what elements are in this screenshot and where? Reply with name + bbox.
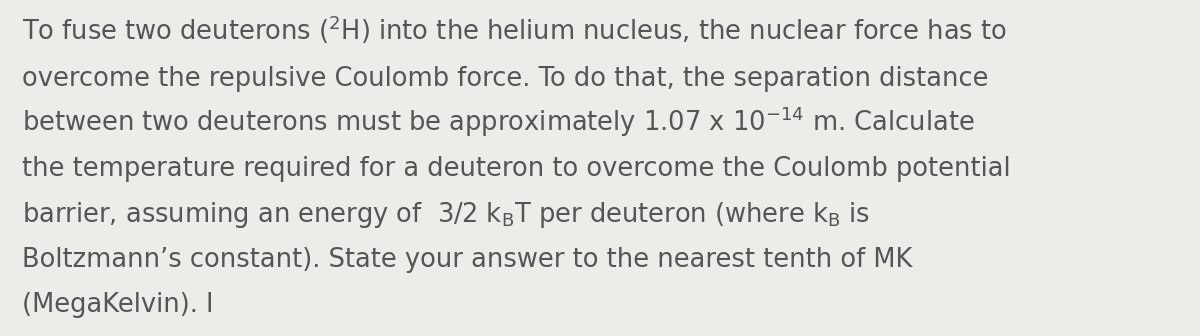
Text: overcome the repulsive Coulomb force. To do that, the separation distance: overcome the repulsive Coulomb force. To… [22,66,988,92]
Text: Boltzmann’s constant). State your answer to the nearest tenth of MK: Boltzmann’s constant). State your answer… [22,247,912,273]
Text: (MegaKelvin). Ⅰ: (MegaKelvin). Ⅰ [22,292,214,319]
Text: To fuse two deuterons ($^{2}$H) into the helium nucleus, the nuclear force has t: To fuse two deuterons ($^{2}$H) into the… [22,14,1007,46]
Text: between two deuterons must be approximately 1.07 x 10$^{-14}$ m. Calculate: between two deuterons must be approximat… [22,104,974,139]
Text: barrier, assuming an energy of  3/2 k$_{\mathrm{B}}$T per deuteron (where k$_{\m: barrier, assuming an energy of 3/2 k$_{\… [22,200,870,230]
Text: the temperature required for a deuteron to overcome the Coulomb potential: the temperature required for a deuteron … [22,156,1010,182]
